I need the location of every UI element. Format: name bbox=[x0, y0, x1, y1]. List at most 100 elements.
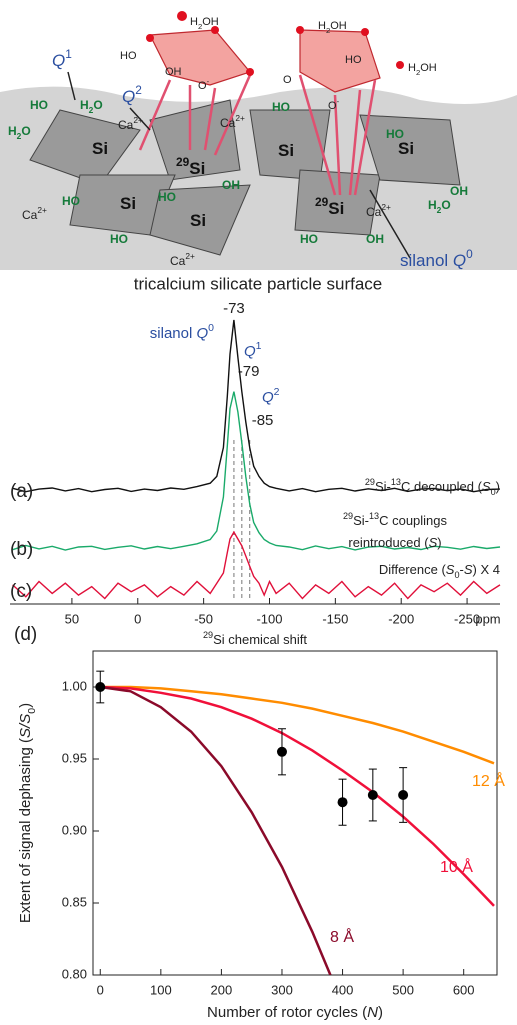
x-unit: ppm bbox=[475, 611, 500, 626]
rich-text: HO bbox=[300, 232, 318, 246]
rich-text: H2O bbox=[8, 124, 31, 141]
rich-text: H2O bbox=[428, 198, 451, 215]
data-point bbox=[398, 790, 409, 800]
text-segment: 1 bbox=[65, 47, 72, 61]
rich-text: Extent of signal dephasing (S/S0) bbox=[17, 703, 38, 923]
text-segment: Si bbox=[278, 141, 294, 160]
text-segment: C decoupled ( bbox=[401, 479, 483, 494]
text-segment: H bbox=[8, 124, 17, 138]
spectrum-line bbox=[12, 530, 501, 600]
text-segment: Number of rotor cycles ( bbox=[207, 1004, 367, 1021]
rich-text: Ca2+ bbox=[22, 205, 47, 222]
text-segment: 0 bbox=[491, 487, 496, 497]
text-segment: HO bbox=[345, 54, 362, 66]
data-point bbox=[337, 797, 348, 808]
rich-text: Si bbox=[92, 139, 108, 158]
tetrahedra bbox=[29, 99, 461, 256]
rich-text: HO bbox=[30, 98, 48, 112]
text-segment: C couplings bbox=[379, 513, 447, 528]
y-tick-label: 0.85 bbox=[62, 894, 87, 909]
x-tick-label: 0 bbox=[97, 982, 104, 997]
text-segment: 2+ bbox=[381, 202, 391, 212]
text-segment: S bbox=[464, 562, 473, 577]
rich-text: Number of rotor cycles (N) bbox=[207, 1004, 383, 1021]
x-tick-label: 300 bbox=[271, 982, 293, 997]
rich-text: 29Si bbox=[176, 155, 205, 178]
text-segment: Si bbox=[398, 139, 414, 158]
text-segment: OH bbox=[366, 232, 384, 246]
text-segment: Ca bbox=[220, 116, 236, 130]
text-segment: 2+ bbox=[37, 205, 47, 215]
panel-label: (a) bbox=[10, 481, 33, 502]
rich-text: Q1 bbox=[244, 340, 262, 360]
text-segment: Q bbox=[262, 389, 274, 406]
text-segment: OH bbox=[450, 184, 468, 198]
text-segment: Extent of signal dephasing ( bbox=[17, 738, 34, 923]
x-tick-label: 600 bbox=[453, 982, 475, 997]
rich-text: O- bbox=[328, 97, 340, 112]
text-segment: OH bbox=[420, 62, 437, 74]
rich-text: HO bbox=[345, 54, 362, 66]
curve bbox=[100, 685, 332, 975]
x-tick-label: -150 bbox=[322, 611, 348, 626]
text-segment: H bbox=[80, 98, 89, 112]
text-segment: 2+ bbox=[185, 251, 195, 261]
x-tick-label: 0 bbox=[134, 611, 141, 626]
rich-text: HO bbox=[158, 190, 176, 204]
rich-text: 29Si bbox=[315, 195, 344, 218]
x-tick-label: 500 bbox=[392, 982, 414, 997]
data-point bbox=[276, 746, 287, 757]
arrows bbox=[67, 71, 411, 259]
text-segment: HO bbox=[300, 232, 318, 246]
data-point bbox=[367, 790, 378, 800]
x-tick-label: -200 bbox=[388, 611, 414, 626]
text-segment: reintroduced ( bbox=[348, 535, 429, 550]
text-segment: OH bbox=[222, 178, 240, 192]
rich-text: O bbox=[283, 74, 292, 86]
text-segment: H bbox=[190, 16, 198, 28]
x-tick-label: 200 bbox=[211, 982, 233, 997]
plot-frame bbox=[92, 650, 498, 976]
curve bbox=[100, 685, 495, 765]
text-segment: O bbox=[93, 98, 102, 112]
rich-text: OH bbox=[450, 184, 468, 198]
text-segment: Si bbox=[190, 211, 206, 230]
text-segment: HO bbox=[386, 127, 404, 141]
rich-text: H2OH bbox=[408, 62, 437, 77]
text-segment: HO bbox=[110, 232, 128, 246]
text-segment: Si- bbox=[375, 479, 391, 494]
text-segment: 2 bbox=[274, 386, 280, 398]
peak-label: -85 bbox=[252, 412, 274, 429]
text-segment: Si bbox=[189, 159, 205, 178]
text-segment: 29 bbox=[203, 630, 213, 640]
rich-text: Si bbox=[398, 139, 414, 158]
text-segment: O bbox=[328, 100, 337, 112]
text-segment: - bbox=[460, 562, 464, 577]
text-segment: Si- bbox=[353, 513, 369, 528]
text-segment: O bbox=[441, 198, 450, 212]
text-segment: silanol bbox=[400, 251, 453, 270]
text-segment: Difference ( bbox=[379, 562, 447, 577]
panel-label: (b) bbox=[10, 539, 33, 560]
rich-text: Si bbox=[278, 141, 294, 160]
text-segment: Si bbox=[120, 194, 136, 213]
panel-label: (d) bbox=[14, 624, 37, 645]
text-segment: HO bbox=[120, 50, 137, 62]
rich-text: Q2 bbox=[262, 386, 280, 406]
text-segment: - bbox=[337, 97, 340, 106]
text-segment: ) bbox=[378, 1004, 383, 1021]
text-segment: 29 bbox=[365, 477, 375, 487]
rich-text: Ca2+ bbox=[118, 115, 143, 132]
surface-diagram bbox=[0, 11, 517, 271]
text-segment: 2 bbox=[437, 205, 442, 215]
text-segment: HO bbox=[30, 98, 48, 112]
text-segment: 29 bbox=[343, 511, 353, 521]
text-segment: 2 bbox=[17, 131, 22, 141]
text-segment: Si chemical shift bbox=[213, 632, 307, 647]
text-segment: Si bbox=[92, 139, 108, 158]
x-tick-label: 400 bbox=[332, 982, 354, 997]
text-segment: ) bbox=[17, 703, 34, 708]
text-segment: HO bbox=[272, 100, 290, 114]
text-segment: 29 bbox=[176, 155, 190, 169]
rich-text: H2O bbox=[80, 98, 103, 115]
